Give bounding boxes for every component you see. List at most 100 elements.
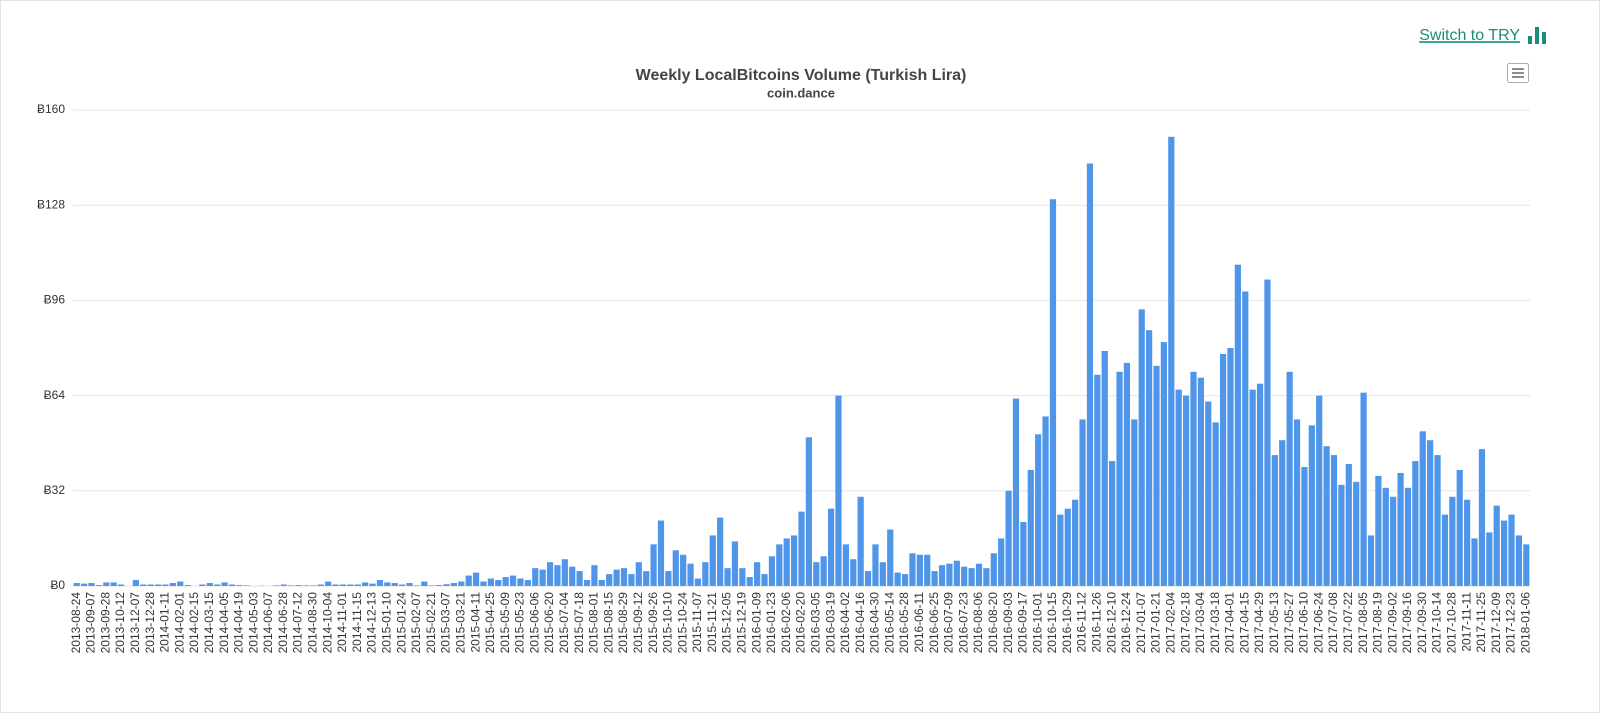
x-tick-label: 2016-06-11 (912, 592, 926, 653)
bar (362, 582, 369, 586)
x-tick-label: 2017-03-04 (1193, 592, 1207, 654)
x-tick-label: 2016-06-25 (927, 592, 941, 654)
x-tick-label: 2016-10-15 (1045, 592, 1059, 654)
x-tick-label: 2016-03-19 (823, 592, 837, 654)
bar (990, 553, 997, 586)
bar (1012, 398, 1020, 586)
bar (879, 562, 886, 586)
x-tick-label: 2014-06-28 (276, 592, 290, 654)
bar (73, 583, 80, 586)
bar (502, 577, 509, 586)
x-tick-label: 2015-10-24 (675, 592, 689, 654)
x-tick-label: 2016-12-10 (1104, 592, 1118, 654)
bar (1441, 514, 1449, 586)
bar (1316, 395, 1323, 586)
bar (302, 585, 310, 586)
bar (406, 583, 413, 586)
bar (1308, 425, 1315, 586)
x-tick-label: 2014-12-13 (365, 592, 379, 654)
bar (539, 569, 546, 586)
x-tick-label: 2016-05-28 (897, 592, 911, 654)
bar (1456, 469, 1463, 586)
x-tick-label: 2017-01-21 (1149, 592, 1163, 654)
bar (1153, 365, 1160, 586)
bar (428, 585, 435, 586)
bar (946, 563, 953, 586)
x-tick-label: 2015-04-11 (468, 592, 482, 653)
x-tick-label: 2014-04-05 (217, 592, 231, 654)
bar (228, 584, 236, 586)
bar (790, 535, 798, 586)
bar (140, 584, 147, 586)
bar (687, 563, 694, 586)
bar (1072, 499, 1079, 586)
bar (273, 585, 280, 586)
x-tick-label: 2016-08-06 (971, 592, 985, 654)
x-tick-label: 2015-03-07 (439, 592, 453, 654)
bar (347, 584, 354, 586)
x-tick-label: 2015-03-21 (453, 592, 467, 654)
bar (1338, 484, 1345, 586)
bar (1397, 472, 1404, 586)
bar (339, 584, 347, 586)
x-tick-label: 2016-02-06 (779, 592, 793, 654)
bar (768, 556, 776, 586)
bar (458, 581, 465, 586)
bar (1412, 461, 1419, 586)
x-tick-label: 2016-08-20 (986, 592, 1000, 654)
bar (1227, 348, 1234, 586)
bar (369, 583, 376, 586)
bar (1301, 467, 1308, 586)
bar (754, 562, 761, 586)
bar (480, 581, 487, 586)
x-tick-label: 2015-12-05 (720, 592, 734, 654)
x-tick-label: 2015-11-07 (690, 592, 704, 653)
bar (1168, 136, 1175, 586)
x-tick-label: 2015-07-18 (572, 592, 586, 654)
bar (798, 511, 805, 586)
bar (1020, 522, 1027, 586)
x-tick-label: 2017-02-18 (1178, 592, 1192, 654)
y-tick-label: Ƀ96 (44, 293, 66, 307)
bar (1035, 434, 1042, 586)
bar (1175, 389, 1182, 586)
bar (243, 585, 250, 586)
x-tick-label: 2014-11-01 (335, 592, 349, 653)
bar (162, 584, 169, 586)
bar (147, 584, 154, 586)
bar (643, 571, 650, 586)
x-tick-label: 2016-10-29 (1060, 592, 1074, 654)
bar (1493, 505, 1500, 586)
bar (680, 554, 687, 586)
bar (413, 585, 421, 586)
x-tick-label: 2015-04-25 (483, 592, 497, 654)
switch-link[interactable]: Switch to TRY (1419, 27, 1520, 44)
bar (354, 584, 361, 586)
x-tick-label: 2013-09-28 (98, 592, 112, 654)
bar (606, 574, 613, 586)
bar (731, 541, 739, 586)
x-tick-label: 2013-10-12 (113, 592, 127, 654)
x-tick-label: 2016-02-20 (794, 592, 808, 654)
bar (325, 581, 332, 586)
bar (724, 568, 731, 586)
x-tick-label: 2015-12-19 (735, 592, 749, 654)
bar (1146, 330, 1153, 586)
bar (1286, 371, 1293, 586)
x-tick-label: 2015-01-10 (379, 592, 393, 654)
bar (576, 571, 583, 586)
bar (916, 554, 923, 586)
x-tick-label: 2017-06-24 (1311, 592, 1325, 654)
bar (850, 559, 857, 586)
menu-button[interactable] (1507, 63, 1529, 83)
bar (746, 577, 753, 586)
y-tick-label: Ƀ0 (50, 578, 65, 592)
bar (177, 581, 184, 586)
bar (975, 563, 983, 586)
bar (509, 575, 517, 586)
bar (399, 584, 406, 586)
x-tick-label: 2016-10-01 (1030, 592, 1044, 654)
y-tick-label: Ƀ160 (37, 102, 65, 116)
x-tick-label: 2014-06-07 (261, 592, 275, 654)
